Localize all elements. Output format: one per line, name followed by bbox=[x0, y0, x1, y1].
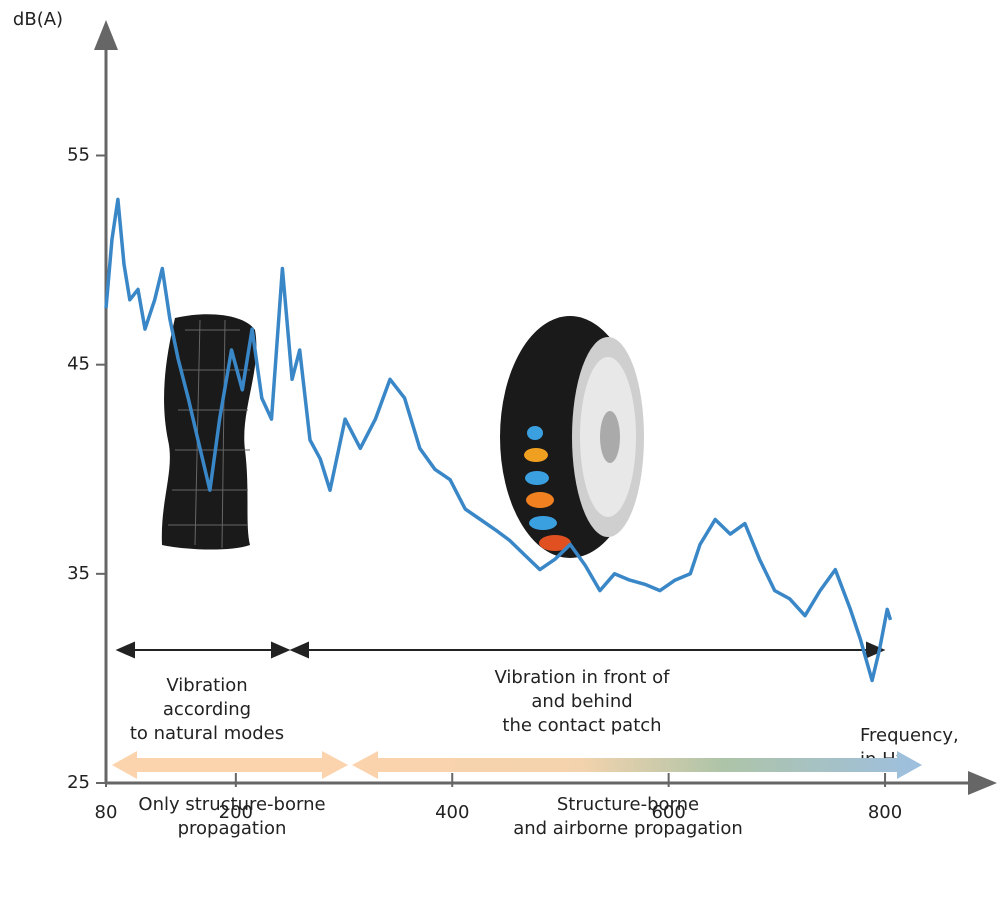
annotation: Vibration bbox=[166, 675, 247, 696]
annotation: according bbox=[163, 699, 251, 720]
y-axis-label: dB(A) bbox=[13, 9, 63, 30]
hot-spots bbox=[524, 426, 571, 551]
annotation: and behind bbox=[531, 691, 632, 712]
y-axis-arrow bbox=[94, 20, 118, 50]
x-tick-label: 800 bbox=[868, 802, 902, 823]
propagation-label: and airborne propagation bbox=[513, 818, 743, 839]
x-axis-label: Frequency, bbox=[860, 725, 959, 746]
x-tick-label: 600 bbox=[651, 802, 685, 823]
x-tick-label: 200 bbox=[219, 802, 253, 823]
propagation-label: Structure-borne bbox=[557, 794, 699, 815]
tire bbox=[500, 316, 644, 558]
annotation: the contact patch bbox=[502, 715, 661, 736]
propagation-arrow bbox=[112, 751, 348, 779]
y-tick-label: 25 bbox=[67, 772, 90, 793]
propagation-label: propagation bbox=[178, 818, 287, 839]
y-tick-label: 55 bbox=[67, 145, 90, 166]
y-tick-label: 35 bbox=[67, 563, 90, 584]
x-tick-label: 80 bbox=[95, 802, 118, 823]
data-line bbox=[104, 197, 893, 683]
range-arrows bbox=[115, 641, 886, 659]
x-tick-label: 400 bbox=[435, 802, 469, 823]
propagation-arrow bbox=[352, 751, 922, 779]
propagation-label: Only structure-borne bbox=[138, 794, 325, 815]
y-tick-label: 45 bbox=[67, 354, 90, 375]
x-axis-arrow bbox=[968, 771, 997, 795]
annotation: Vibration in front of bbox=[495, 667, 671, 688]
annotation: to natural modes bbox=[130, 723, 284, 744]
